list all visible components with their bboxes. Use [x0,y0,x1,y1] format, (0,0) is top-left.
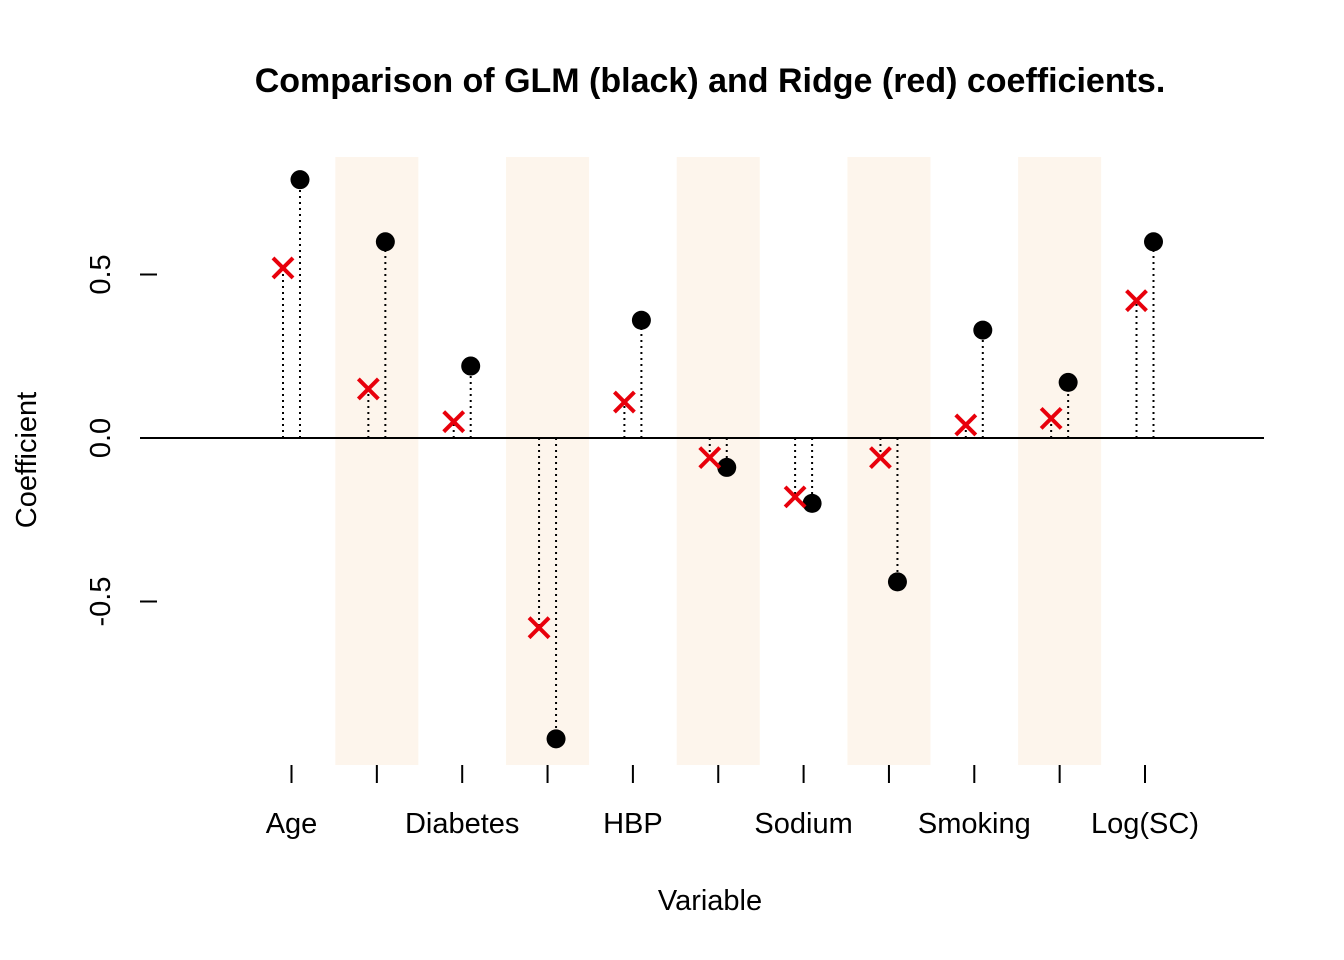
ridge-cross-b-9 [1039,406,1063,430]
x-axis: Age Diabetes HBP Sodium Smoking Log(SC) [266,765,1199,840]
glm-point-4 [631,310,651,330]
ridge-point-6 [783,485,807,509]
x-tick-label-6: Sodium [754,808,852,840]
y-axis-label: Coefficient [11,392,43,529]
glm-point-8 [973,320,993,340]
glm-point-2 [461,356,481,376]
glm-point-3 [546,729,566,749]
glm-point-7 [887,572,907,592]
ridge-cross-b-3 [527,616,551,640]
chart-title: Comparison of GLM (black) and Ridge (red… [255,62,1166,100]
ridge-cross-b-5 [698,446,722,470]
band-3 [506,157,590,765]
ridge-cross-b-7 [869,446,892,470]
ridge-series [271,256,1148,640]
x-axis-label: Variable [658,885,762,917]
ridge-cross-b-0 [271,256,295,280]
glm-point-1 [375,232,395,252]
x-tick-label-4: HBP [603,808,663,840]
ridge-cross-b-8 [954,413,978,437]
glm-point-0 [290,170,310,190]
band-7 [847,157,931,765]
glm-point-9 [1058,372,1078,392]
stem-lines [282,179,1155,739]
ridge-point-4 [612,390,636,414]
ridge-cross-b-10 [1125,289,1148,313]
band-1 [335,157,419,765]
band-5 [676,157,760,765]
ridge-cross-b-2 [442,410,466,434]
y-tick-label-1: 0.0 [85,418,117,458]
ridge-point-1 [356,377,380,401]
background-bands [335,157,1102,765]
band-9 [1018,157,1102,765]
x-tick-label-2: Diabetes [405,808,519,840]
x-tick-label-10: Log(SC) [1091,808,1199,840]
ridge-point-7 [869,446,892,470]
ridge-point-10 [1125,289,1148,313]
ridge-point-9 [1039,406,1063,430]
ridge-point-3 [527,616,551,640]
glm-point-6 [802,493,822,513]
glm-series [290,170,1163,749]
ridge-point-0 [271,256,295,280]
y-tick-label-2: 0.5 [85,254,117,294]
y-tick-label-0: -0.5 [85,577,117,627]
ridge-cross-b-6 [783,485,807,509]
ridge-cross-b-4 [612,390,636,414]
x-tick-label-8: Smoking [918,808,1031,840]
ridge-point-2 [442,410,466,434]
ridge-point-5 [698,446,722,470]
y-axis: -0.5 0.0 0.5 [85,254,157,626]
ridge-cross-b-1 [356,377,380,401]
x-tick-label-0: Age [266,808,318,840]
glm-point-5 [717,457,737,477]
ridge-point-8 [954,413,978,437]
glm-point-10 [1144,232,1163,252]
